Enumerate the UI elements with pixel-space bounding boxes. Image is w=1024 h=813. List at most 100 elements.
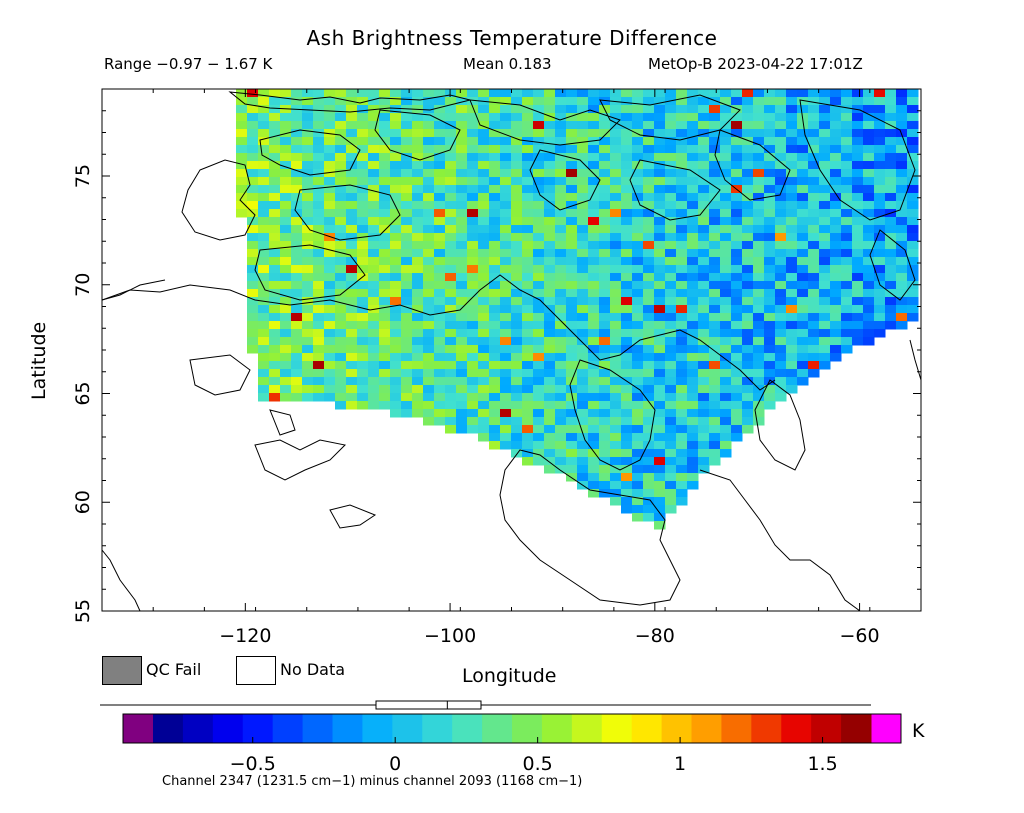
swath-cell bbox=[247, 289, 259, 298]
swath-cell bbox=[357, 265, 369, 274]
swath-cell bbox=[698, 113, 710, 122]
swath-cell bbox=[665, 353, 677, 362]
swath-cell bbox=[599, 337, 611, 346]
swath-cell bbox=[467, 97, 479, 106]
swath-cell bbox=[676, 345, 688, 354]
swath-cell bbox=[555, 217, 567, 226]
swath-cell bbox=[401, 345, 413, 354]
swath-cell bbox=[280, 321, 292, 330]
swath-cell bbox=[412, 297, 424, 306]
swath-cell bbox=[687, 481, 699, 490]
swath-cell bbox=[863, 225, 875, 234]
swath-cell bbox=[390, 201, 402, 210]
swath-cell bbox=[302, 209, 314, 218]
swath-cell bbox=[467, 329, 479, 338]
swath-cell bbox=[566, 337, 578, 346]
swath-cell bbox=[665, 313, 677, 322]
swath-cell bbox=[434, 305, 446, 314]
swath-cell bbox=[533, 385, 545, 394]
swath-cell bbox=[566, 265, 578, 274]
swath-cell bbox=[610, 281, 622, 290]
swath-cell bbox=[401, 289, 413, 298]
swath-cell bbox=[643, 513, 655, 522]
swath-cell bbox=[588, 313, 600, 322]
swath-cell bbox=[687, 217, 699, 226]
swath-cell bbox=[533, 121, 545, 130]
swath-cell bbox=[324, 89, 336, 98]
swath-cell bbox=[313, 265, 325, 274]
swath-cell bbox=[731, 417, 743, 426]
swath-cell bbox=[775, 105, 787, 114]
swath-cell bbox=[522, 241, 534, 250]
swath-cell bbox=[423, 385, 435, 394]
swath-cell bbox=[247, 217, 259, 226]
swath-cell bbox=[434, 417, 446, 426]
swath-cell bbox=[456, 297, 468, 306]
swath-cell bbox=[874, 297, 886, 306]
swath-cell bbox=[500, 305, 512, 314]
swath-cell bbox=[412, 321, 424, 330]
swath-cell bbox=[775, 225, 787, 234]
swath-cell bbox=[676, 377, 688, 386]
swath-cell bbox=[797, 193, 809, 202]
swath-cell bbox=[753, 257, 765, 266]
swath-cell bbox=[379, 153, 391, 162]
swath-cell bbox=[632, 353, 644, 362]
swath-cell bbox=[621, 449, 633, 458]
swath-cell bbox=[885, 217, 897, 226]
swath-cell bbox=[544, 121, 556, 130]
swath-cell bbox=[500, 297, 512, 306]
colorbar-segment bbox=[482, 714, 513, 743]
swath-cell bbox=[687, 377, 699, 386]
swath-cell bbox=[753, 201, 765, 210]
swath-cell bbox=[324, 305, 336, 314]
swath-cell bbox=[335, 201, 347, 210]
swath-cell bbox=[434, 177, 446, 186]
swath-cell bbox=[533, 313, 545, 322]
swath-cell bbox=[885, 185, 897, 194]
swath-cell bbox=[731, 113, 743, 122]
swath-cell bbox=[852, 273, 864, 282]
swath-cell bbox=[346, 169, 358, 178]
swath-cell bbox=[863, 305, 875, 314]
swath-cell bbox=[500, 97, 512, 106]
swath-cell bbox=[709, 177, 721, 186]
swath-cell bbox=[555, 345, 567, 354]
swath-cell bbox=[885, 169, 897, 178]
swath-cell bbox=[434, 161, 446, 170]
swath-cell bbox=[269, 313, 281, 322]
swath-cell bbox=[412, 113, 424, 122]
swath-cell bbox=[632, 401, 644, 410]
swath-cell bbox=[533, 113, 545, 122]
swath-cell bbox=[401, 129, 413, 138]
swath-cell bbox=[610, 409, 622, 418]
swath-cell bbox=[775, 249, 787, 258]
swath-cell bbox=[555, 225, 567, 234]
swath-cell bbox=[544, 249, 556, 258]
swath-cell bbox=[401, 273, 413, 282]
swath-cell bbox=[533, 273, 545, 282]
swath-cell bbox=[357, 97, 369, 106]
swath-cell bbox=[698, 321, 710, 330]
swath-cell bbox=[676, 497, 688, 506]
swath-cell bbox=[632, 329, 644, 338]
swath-cell bbox=[610, 153, 622, 162]
swath-cell bbox=[555, 201, 567, 210]
swath-cell bbox=[544, 233, 556, 242]
swath-cell bbox=[676, 209, 688, 218]
swath-cell bbox=[577, 353, 589, 362]
swath-cell bbox=[665, 321, 677, 330]
swath-cell bbox=[786, 233, 798, 242]
swath-cell bbox=[247, 97, 259, 106]
swath-cell bbox=[544, 313, 556, 322]
swath-cell bbox=[390, 217, 402, 226]
swath-cell bbox=[555, 297, 567, 306]
swath-cell bbox=[687, 425, 699, 434]
swath-cell bbox=[632, 473, 644, 482]
swath-cell bbox=[775, 209, 787, 218]
swath-cell bbox=[621, 433, 633, 442]
swath-cell bbox=[742, 377, 754, 386]
swath-cell bbox=[665, 129, 677, 138]
swath-cell bbox=[500, 393, 512, 402]
qc-fail-label: QC Fail bbox=[146, 660, 202, 679]
